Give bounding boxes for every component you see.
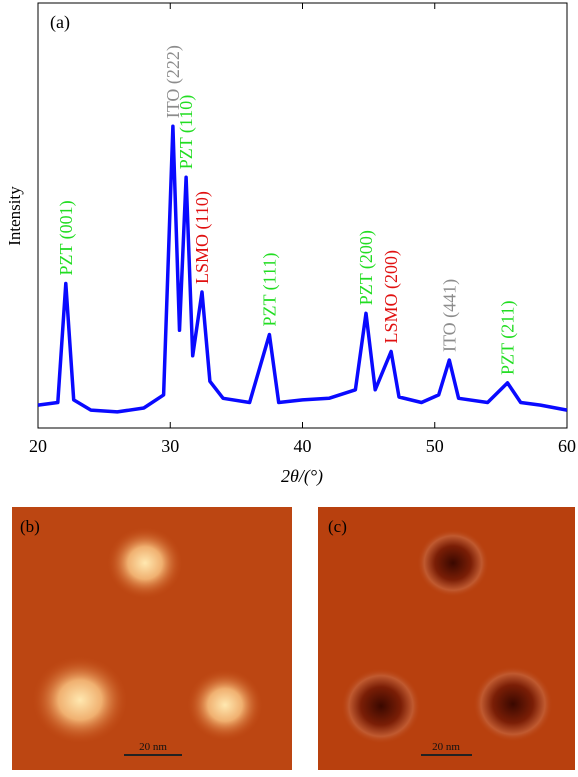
peak-annotation: LSMO (200) xyxy=(381,250,402,344)
image-b: (b) 20 nm xyxy=(12,507,292,770)
dark-domain xyxy=(417,529,489,597)
image-label: (b) xyxy=(20,517,40,536)
peak-annotation: PZT (200) xyxy=(356,230,377,305)
dark-domain xyxy=(473,666,553,742)
bright-domain xyxy=(32,656,128,744)
x-tick-label: 30 xyxy=(161,436,179,456)
peak-annotation: PZT (001) xyxy=(56,200,77,275)
x-tick-label: 20 xyxy=(29,436,47,456)
x-tick-label: 40 xyxy=(294,436,312,456)
scale-bar-label: 20 nm xyxy=(432,741,460,753)
peak-annotation: PZT (110) xyxy=(176,95,197,170)
image-label: (c) xyxy=(328,517,347,536)
image-c: (c) 20 nm xyxy=(318,507,575,770)
bright-domain xyxy=(187,669,263,741)
peak-annotation: LSMO (110) xyxy=(192,191,213,284)
bright-domain xyxy=(107,527,183,599)
peak-annotation: PZT (111) xyxy=(259,253,280,327)
x-tick-label: 50 xyxy=(426,436,444,456)
dark-domain xyxy=(341,668,421,744)
y-axis-label: Intensity xyxy=(5,186,24,246)
plot-frame xyxy=(37,2,568,429)
xrd-curve xyxy=(37,124,568,414)
scale-bar-label: 20 nm xyxy=(139,741,167,753)
peak-annotation: PZT (211) xyxy=(497,300,518,375)
x-tick-label: 60 xyxy=(558,436,576,456)
panel-label: (a) xyxy=(50,12,70,33)
x-axis-label: 2θ/(°) xyxy=(281,466,323,487)
peak-annotation: ITO (441) xyxy=(439,279,460,352)
peak-annotation: ITO (222) xyxy=(163,45,184,118)
